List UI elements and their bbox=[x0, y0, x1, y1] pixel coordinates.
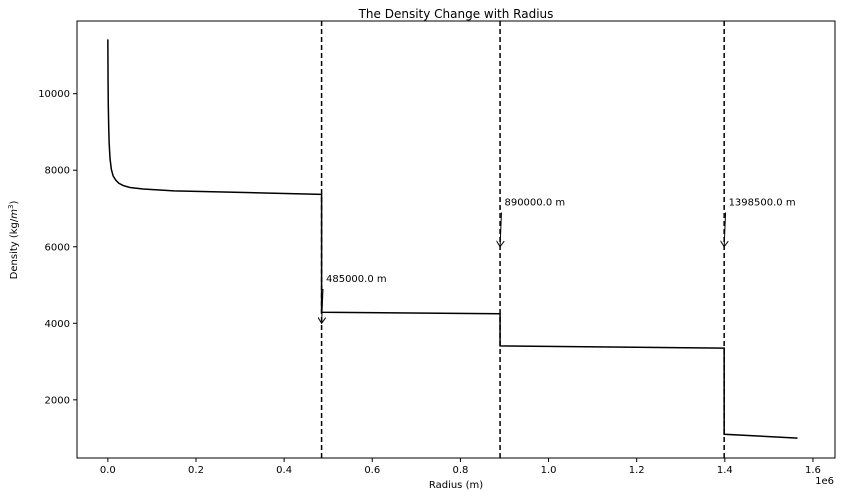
plot-frame bbox=[76, 20, 836, 459]
y-tick-label: 8000 bbox=[45, 166, 70, 177]
x-tick-label: 1.6 bbox=[805, 465, 821, 476]
x-tick-label: 1.0 bbox=[541, 465, 557, 476]
x-tick-label: 1.4 bbox=[717, 465, 733, 476]
chart-title: The Density Change with Radius bbox=[358, 7, 554, 21]
x-offset-label: 1e6 bbox=[815, 476, 834, 487]
y-tick-label: 4000 bbox=[45, 319, 70, 330]
x-tick-label: 0.0 bbox=[100, 465, 116, 476]
annotation-label: 485000.0 m bbox=[326, 274, 387, 285]
annotation-arrow bbox=[724, 212, 725, 247]
y-label-suffix: ) bbox=[9, 201, 20, 205]
x-tick-label: 1.2 bbox=[629, 465, 645, 476]
annotation-label: 1398500.0 m bbox=[729, 198, 796, 209]
y-label-prefix: Density (kg/ bbox=[9, 218, 20, 279]
y-axis-label: Density (kg/m3) bbox=[7, 201, 20, 280]
annotation-arrow bbox=[500, 212, 501, 247]
density-series-line bbox=[107, 39, 798, 439]
x-tick-label: 0.2 bbox=[188, 465, 204, 476]
y-tick-label: 2000 bbox=[45, 395, 70, 406]
y-label-unit-base: m bbox=[9, 209, 20, 219]
y-tick-label: 6000 bbox=[45, 242, 70, 253]
x-tick-label: 0.4 bbox=[276, 465, 292, 476]
x-tick-label: 0.6 bbox=[364, 465, 380, 476]
y-tick-label: 10000 bbox=[38, 89, 70, 100]
y-label-unit-exp: 3 bbox=[7, 205, 15, 209]
annotation-arrow bbox=[322, 289, 323, 323]
annotation-label: 890000.0 m bbox=[504, 198, 565, 209]
x-tick-label: 0.8 bbox=[452, 465, 468, 476]
x-axis-label: Radius (m) bbox=[429, 480, 483, 491]
